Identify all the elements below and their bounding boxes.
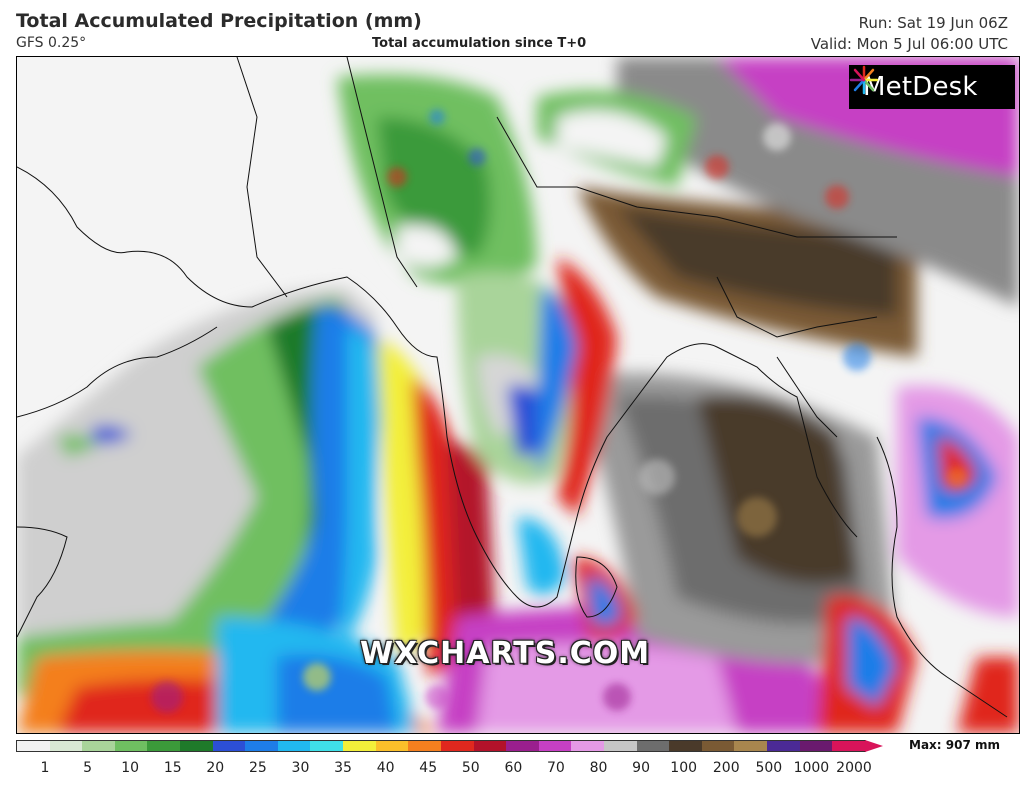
valid-time-label: Valid: Mon 5 Jul 06:00 UTC bbox=[810, 35, 1008, 53]
map-canvas bbox=[17, 57, 1019, 733]
colorbar-swatch bbox=[767, 741, 800, 751]
legend-tick-label: 60 bbox=[504, 760, 523, 776]
colorbar-swatch bbox=[180, 741, 213, 751]
legend-tick-label: 35 bbox=[334, 760, 352, 776]
colorbar-swatch bbox=[440, 741, 474, 751]
legend-tick-label: 45 bbox=[419, 760, 438, 776]
colorbar-swatch bbox=[310, 741, 344, 751]
metdesk-logo-text: MetDesk bbox=[863, 72, 978, 102]
legend-tick-label: 1 bbox=[40, 760, 50, 776]
colorbar-swatch bbox=[799, 741, 833, 751]
legend-max-value: Max: 907 mm bbox=[909, 738, 1000, 752]
chart-subtitle: Total accumulation since T+0 bbox=[372, 36, 587, 51]
legend-tick-label: 200 bbox=[712, 760, 740, 776]
legend-tick-label: 100 bbox=[670, 760, 698, 776]
legend-ticks: 1 5 10 15 20 25 30 35 40 45 50 60 70 80 90 100 200 500 100… bbox=[16, 760, 876, 780]
colorbar-swatch bbox=[538, 741, 572, 751]
precip-field bbox=[17, 57, 1019, 733]
colorbar-swatch bbox=[343, 741, 376, 751]
legend-tick-label: 1000 bbox=[793, 760, 830, 776]
colorbar-swatch bbox=[603, 741, 637, 751]
legend-tick-label: 80 bbox=[589, 760, 608, 776]
legend-tick-label: 50 bbox=[461, 760, 480, 776]
legend: Max: 907 mm 1 5 10 15 20 25 30 35 40 45 50 60 70 80 90… bbox=[16, 738, 1018, 794]
colorbar-swatch bbox=[375, 741, 409, 751]
coastlines bbox=[17, 57, 1008, 718]
legend-tick-label: 20 bbox=[206, 760, 225, 776]
legend-tick-label: 40 bbox=[376, 760, 395, 776]
colorbar-swatch bbox=[17, 741, 50, 751]
colorbar-swatch bbox=[506, 741, 539, 751]
model-label: GFS 0.25° bbox=[16, 35, 87, 51]
metdesk-logo: MetDesk bbox=[849, 65, 1015, 109]
colorbar-swatch bbox=[82, 741, 115, 751]
colorbar-swatch bbox=[49, 741, 83, 751]
colorbar-swatch bbox=[114, 741, 148, 751]
legend-tick-label: 500 bbox=[755, 760, 783, 776]
colorbar-extend-arrow bbox=[865, 740, 883, 752]
chart-header: Total Accumulated Precipitation (mm) GFS… bbox=[0, 0, 1024, 56]
legend-tick-label: 2000 bbox=[836, 760, 872, 776]
legend-tick-label: 70 bbox=[547, 760, 565, 776]
legend-tick-label: 30 bbox=[291, 760, 310, 776]
legend-tick-label: 15 bbox=[163, 760, 182, 776]
colorbar-swatch bbox=[473, 741, 507, 751]
legend-tick-label: 5 bbox=[83, 760, 93, 776]
chart-title: Total Accumulated Precipitation (mm) bbox=[16, 10, 422, 32]
colorbar-swatch bbox=[734, 741, 768, 751]
metdesk-starburst-icon bbox=[849, 65, 879, 95]
wxcharts-watermark: WXCHARTS.COM bbox=[360, 636, 651, 671]
precipitation-map: MetDesk bbox=[16, 56, 1020, 734]
precip-texture bbox=[151, 109, 967, 713]
colorbar-swatch bbox=[408, 741, 441, 751]
colorbar-swatch bbox=[832, 741, 865, 751]
legend-colorbar bbox=[16, 740, 866, 752]
colorbar-swatch bbox=[212, 741, 246, 751]
colorbar-swatch bbox=[147, 741, 181, 751]
legend-tick-label: 25 bbox=[248, 760, 267, 776]
legend-tick-label: 10 bbox=[121, 760, 140, 776]
colorbar-swatch bbox=[636, 741, 670, 751]
colorbar-swatch bbox=[669, 741, 702, 751]
colorbar-swatch bbox=[245, 741, 278, 751]
run-time-label: Run: Sat 19 Jun 06Z bbox=[858, 14, 1008, 32]
colorbar-swatch bbox=[701, 741, 735, 751]
colorbar-swatch bbox=[571, 741, 604, 751]
legend-tick-label: 90 bbox=[632, 760, 651, 776]
colorbar-swatch bbox=[277, 741, 311, 751]
